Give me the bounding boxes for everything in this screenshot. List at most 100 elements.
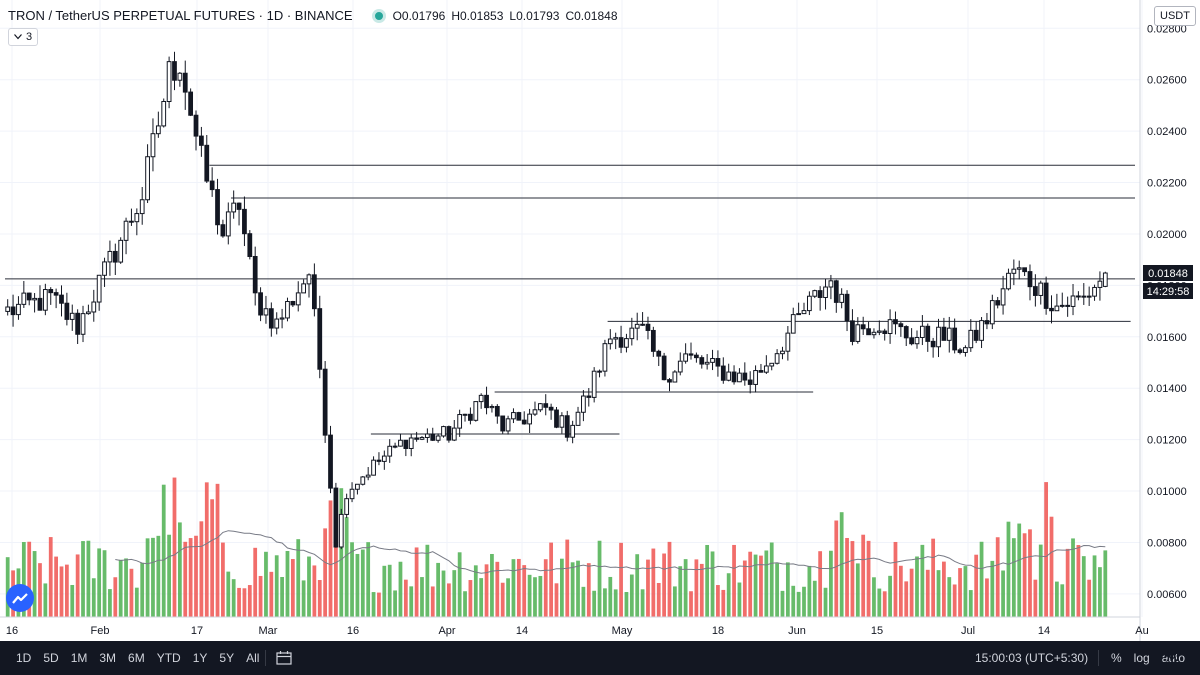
volume-bar [264,551,268,617]
price-axis[interactable]: 0.02800 0.02600 0.02400 0.02200 0.02000 0.018… [1147,23,1187,601]
settings-gear-icon[interactable] [1164,648,1180,664]
candle-body [5,306,11,312]
volume-bar [796,591,801,617]
candle-body [909,337,914,345]
volume-bar [958,568,962,617]
range-ytd[interactable]: YTD [156,651,181,665]
range-5y[interactable]: 5Y [219,651,235,665]
candle-body [145,156,150,201]
volume-bar [161,484,166,617]
volume-bar [382,565,387,617]
volume-bar [221,542,225,617]
candle-body [451,427,457,441]
candle-body [672,371,678,383]
candle-body [274,318,280,329]
clock-timezone[interactable]: 15:00:03 (UTC+5:30) [975,651,1089,665]
volume-bar [81,541,85,617]
range-5d[interactable]: 5D [43,651,59,665]
price-tick-label: 0.00800 [1147,537,1187,549]
volume-bar [850,541,855,617]
range-1d[interactable]: 1D [16,651,32,665]
volume-bar [210,499,215,617]
volume-bar [430,586,435,617]
volume-bar [624,592,629,617]
volume-bar [710,551,715,617]
candle-body [468,413,473,421]
candle-body [301,283,307,294]
candle-body [796,313,802,316]
volume-bar [785,562,790,617]
volume-bar [258,575,263,617]
volume-bar [269,571,274,617]
volume-bar [317,580,322,617]
volume-bar [274,555,279,617]
chart-canvas[interactable]: 0.02800 0.02600 0.02400 0.02200 0.02000 0.018… [0,0,1200,641]
volume-bar [75,554,80,617]
candle-body [371,459,376,476]
time-axis[interactable]: 16 Feb 17 Mar 16 Apr 14 May 18 Jun 15 Jul 14 Au [6,625,1149,637]
volume-bar [705,544,710,617]
time-tick-label: Feb [91,625,110,637]
candle-body [424,433,430,438]
volume-bar [108,589,112,617]
range-1y[interactable]: 1Y [192,651,208,665]
volume-bar [769,542,774,617]
candle-body [753,370,758,385]
candle-body [360,476,366,485]
candle-body [398,439,403,447]
candle-body [1059,304,1065,307]
candle-body [435,435,441,441]
candle-body [220,224,226,237]
indicators-collapse-button[interactable]: 3 [8,28,39,46]
candle-body [860,324,866,330]
volume-bar [866,540,871,617]
volume-bar [1055,581,1059,617]
volume-bar [522,565,527,617]
candle-body [919,325,925,338]
range-6m[interactable]: 6M [128,651,145,665]
volume-bar [667,541,672,617]
volume-bar [124,558,128,617]
percent-scale-toggle[interactable]: % [1111,651,1122,665]
volume-bar [134,587,139,617]
volume-bar [672,586,677,617]
volume-bar [1038,544,1043,617]
calendar-goto-icon[interactable] [276,651,292,665]
range-1m[interactable]: 1M [70,651,88,665]
candle-body [656,350,662,357]
currency-label[interactable]: USDT [1154,6,1196,26]
candle-body [1022,267,1027,273]
market-status-icon [374,11,383,20]
range-all[interactable]: All [246,651,260,665]
candle-body [26,292,32,301]
candle-body [661,355,667,381]
candle-body [516,412,522,421]
time-tick-label: Apr [438,625,455,637]
candle-body [242,208,247,235]
volume-bar [570,562,575,617]
candle-body [876,330,882,333]
indicator-count: 3 [26,31,33,43]
candle-body [640,323,645,326]
volume-bar [855,563,860,617]
candle-body [48,289,54,294]
symbol-title[interactable]: TRON / TetherUS PERPETUAL FUTURES · 1D ·… [8,8,353,23]
ohlc-open: O0.01796 [392,8,446,23]
candle-body [462,413,468,416]
candle-body [252,255,258,294]
log-scale-toggle[interactable]: log [1133,651,1150,665]
horizontal-levels [5,164,1135,435]
candle-body [828,280,834,288]
volume-bar [371,592,376,617]
volume-bar [942,561,946,617]
volume-bar [861,534,866,617]
tradingview-logo-icon[interactable] [6,584,34,612]
volume-bar [290,559,295,617]
candle-body [893,319,898,325]
candle-body [188,91,194,116]
range-3m[interactable]: 3M [99,651,117,665]
candle-body [677,360,683,373]
volume-bar [716,585,720,617]
candle-body [688,353,694,356]
candle-body [199,135,204,146]
